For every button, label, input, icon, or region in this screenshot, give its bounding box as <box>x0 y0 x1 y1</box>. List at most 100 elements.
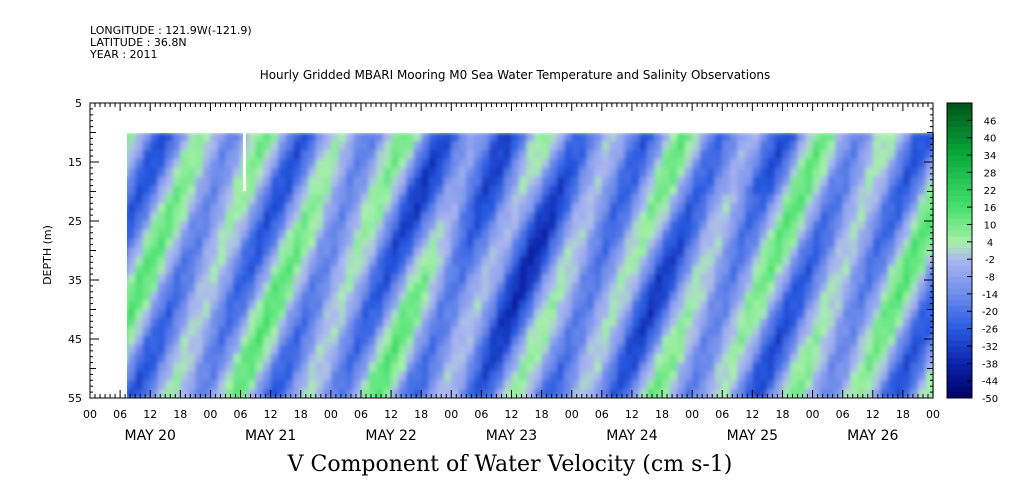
heatmap-cell <box>90 203 98 213</box>
heatmap-cell <box>842 291 851 302</box>
heatmap-cell <box>127 212 136 222</box>
heatmap-cell <box>504 167 513 178</box>
heatmap-cell <box>895 141 904 151</box>
heatmap-cell <box>579 344 588 355</box>
heatmap-cell <box>865 371 874 382</box>
heatmap-cell <box>391 238 400 249</box>
heatmap-cell <box>263 274 272 284</box>
heatmap-cell <box>458 167 468 178</box>
heatmap-cell <box>105 203 113 213</box>
heatmap-cell <box>729 336 739 346</box>
heatmap-cell <box>654 221 663 231</box>
heatmap-cell <box>180 167 189 178</box>
heatmap-cell <box>98 292 106 302</box>
colorbar-swatch <box>947 317 972 324</box>
heatmap-cell <box>436 282 445 293</box>
heatmap-cell <box>406 159 415 169</box>
heatmap-cell <box>421 291 430 302</box>
heatmap-cell <box>315 256 325 267</box>
heatmap-cell <box>857 185 866 196</box>
heatmap-cell <box>481 238 490 249</box>
heatmap-cell <box>850 282 859 293</box>
heatmap-cell <box>737 344 746 355</box>
heatmap-cell <box>127 167 136 178</box>
heatmap-cell <box>127 256 129 267</box>
heatmap-cell <box>413 167 422 178</box>
heatmap-cell <box>797 318 806 328</box>
heatmap-cell <box>744 353 754 364</box>
heatmap-cell <box>488 150 498 160</box>
heatmap-cell <box>707 167 716 178</box>
heatmap-cell <box>564 282 573 293</box>
heatmap-cell <box>127 336 129 346</box>
heatmap-cell <box>180 282 189 293</box>
heatmap-cell <box>195 203 204 213</box>
heatmap-cell <box>293 274 302 284</box>
heatmap-cell <box>504 238 513 249</box>
heatmap-cell <box>142 380 151 390</box>
heatmap-cell <box>571 265 580 275</box>
heatmap-cell <box>436 380 445 390</box>
heatmap-cell <box>677 300 686 311</box>
heatmap-cell <box>285 159 294 169</box>
heatmap-cell <box>451 194 460 205</box>
heatmap-cell <box>805 282 814 293</box>
colorbar-label: 16 <box>984 203 997 214</box>
heatmap-cell <box>248 133 257 143</box>
heatmap-cell <box>488 265 498 275</box>
heatmap-cell <box>496 133 505 143</box>
heatmap-cell <box>820 159 829 169</box>
heatmap-cell <box>511 133 520 143</box>
heatmap-cell <box>729 274 739 284</box>
heatmap-cell <box>579 282 588 293</box>
heatmap-cell <box>391 141 400 151</box>
heatmap-cell <box>180 380 189 390</box>
heatmap-cell <box>368 344 377 355</box>
heatmap-cell <box>473 344 483 355</box>
heatmap-cell <box>210 133 219 143</box>
heatmap-cell <box>556 203 565 213</box>
heatmap-cell <box>933 344 934 355</box>
colorbar-swatch <box>947 183 972 191</box>
heatmap-cell <box>662 353 671 364</box>
heatmap-cell <box>759 362 769 373</box>
heatmap-cell <box>421 327 430 337</box>
heatmap-cell <box>451 300 460 311</box>
heatmap-cell <box>631 344 641 355</box>
heatmap-cell <box>278 318 287 328</box>
heatmap-cell <box>278 256 287 267</box>
heatmap-cell <box>368 141 377 151</box>
heatmap-cell <box>308 309 317 320</box>
heatmap-cell <box>692 133 701 143</box>
heatmap-cell <box>669 256 678 267</box>
heatmap-cell <box>142 265 151 275</box>
y-tick-label: 55 <box>68 392 82 405</box>
heatmap-cell <box>127 327 129 337</box>
heatmap-cell <box>473 318 483 328</box>
heatmap-cell <box>684 159 693 169</box>
heatmap-cell <box>865 247 874 258</box>
x-hour-label: 06 <box>113 408 127 421</box>
heatmap-cell <box>233 133 242 143</box>
heatmap-cell <box>127 362 136 373</box>
heatmap-cell <box>902 176 912 187</box>
heatmap-cell <box>774 282 784 293</box>
heatmap-cell <box>707 221 716 231</box>
heatmap-cell <box>616 291 626 302</box>
colorbar-swatch <box>947 340 972 347</box>
heatmap-cell <box>865 336 874 346</box>
heatmap-cell <box>684 176 693 187</box>
heatmap-cell <box>699 282 708 293</box>
heatmap-cell <box>692 194 701 205</box>
heatmap-cell <box>157 282 166 293</box>
heatmap-cell <box>654 389 663 398</box>
colorbar-swatch <box>947 114 972 121</box>
heatmap-cell <box>880 362 889 373</box>
heatmap-cell <box>315 291 325 302</box>
heatmap-cell <box>631 274 641 284</box>
heatmap-cell <box>805 362 814 373</box>
heatmap-cell <box>330 371 340 382</box>
heatmap-cell <box>902 318 912 328</box>
heatmap-cell <box>278 344 287 355</box>
